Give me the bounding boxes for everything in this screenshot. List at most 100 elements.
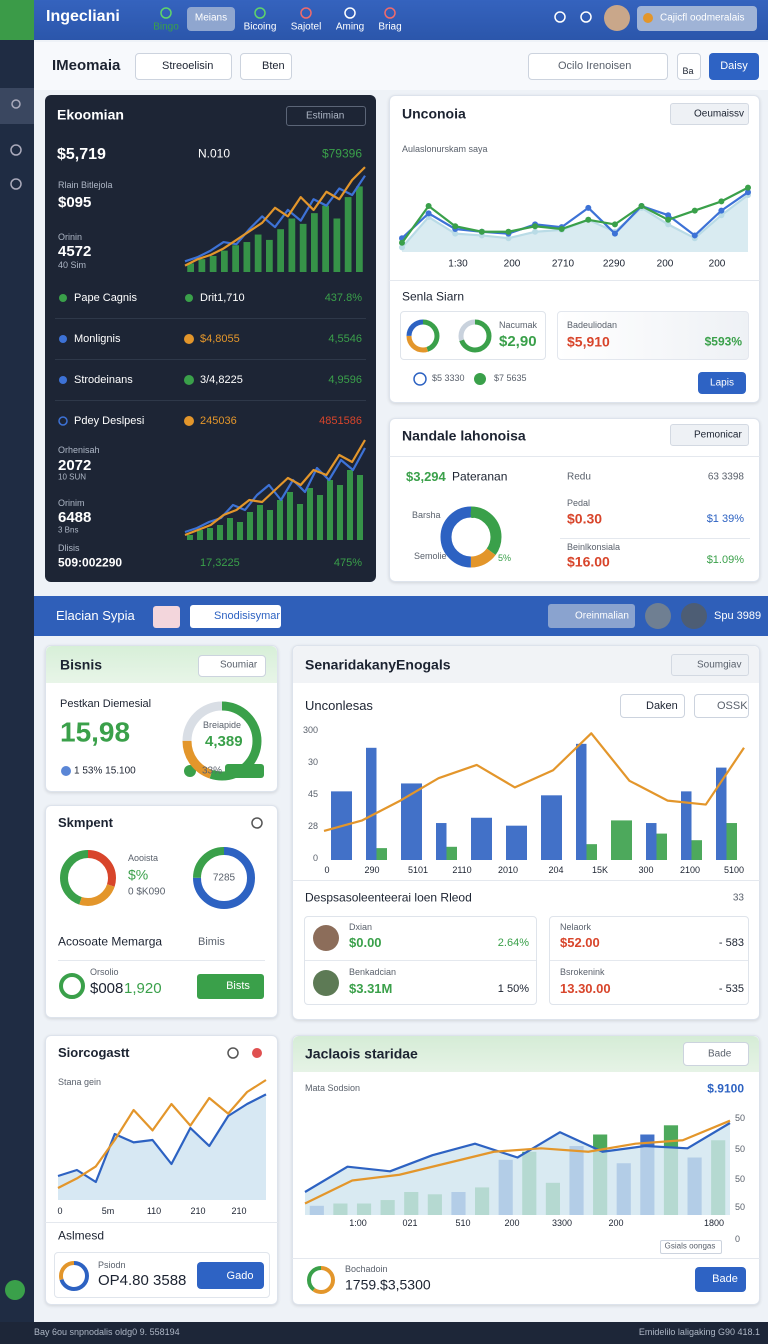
line-marker — [691, 232, 698, 239]
bar — [681, 791, 692, 860]
button[interactable] — [286, 106, 366, 126]
label: 1:00 — [349, 1218, 367, 1229]
area — [305, 1123, 730, 1215]
label: Gado — [226, 1269, 254, 1282]
button[interactable] — [670, 424, 749, 446]
label: Pemonicar — [694, 429, 742, 441]
action-button[interactable] — [637, 6, 757, 31]
label: 0 — [324, 865, 330, 876]
divider — [550, 960, 748, 961]
label: 210 — [190, 1206, 206, 1217]
icon — [252, 1048, 262, 1058]
button[interactable] — [198, 655, 266, 677]
bar — [187, 263, 194, 272]
divider — [389, 456, 760, 457]
label: Dlisis — [58, 543, 80, 554]
logo — [0, 0, 34, 40]
label: Bimis — [198, 935, 225, 948]
donut-segment — [60, 850, 116, 906]
label: 110 — [146, 1206, 162, 1217]
donut-segment — [406, 319, 440, 353]
label: Gsials oongas — [664, 1241, 716, 1251]
divider — [389, 280, 760, 281]
icon — [184, 375, 194, 385]
label: 30 — [307, 757, 318, 768]
line — [401, 186, 749, 244]
divider — [58, 960, 265, 961]
label: Despsasoleenteerai loen Rleod — [305, 890, 472, 905]
donut-segment — [59, 973, 85, 999]
label: Pedal — [567, 498, 591, 509]
line — [323, 732, 745, 833]
label: 40 Sim — [58, 260, 87, 271]
button[interactable] — [671, 654, 749, 676]
icon — [184, 765, 196, 777]
button[interactable] — [135, 53, 232, 80]
button[interactable] — [548, 604, 635, 628]
label: $5 3330 — [432, 373, 465, 384]
label: 28 — [307, 821, 318, 832]
icon — [184, 416, 194, 426]
search-input[interactable] — [528, 53, 668, 80]
primary-button[interactable] — [709, 53, 759, 80]
area — [402, 194, 748, 252]
line-marker — [691, 207, 698, 214]
label: $.9100 — [707, 1081, 744, 1096]
badge — [153, 606, 180, 628]
label: 200 — [504, 1218, 520, 1229]
button[interactable] — [670, 103, 749, 125]
icon — [59, 376, 67, 384]
label: 245036 — [200, 414, 237, 427]
bar — [198, 259, 206, 272]
primary-button[interactable] — [197, 1262, 264, 1289]
label: Meians — [194, 12, 228, 24]
label: Siorcogastt — [58, 1044, 130, 1060]
bar — [232, 245, 239, 272]
divider — [55, 359, 366, 360]
bar — [227, 518, 233, 540]
primary-button[interactable] — [695, 1267, 746, 1292]
button[interactable] — [190, 605, 281, 628]
label: 33% — [202, 765, 223, 777]
label: 13.30.00 — [560, 980, 611, 996]
bar — [317, 495, 323, 540]
label: Pestkan Diemesial — [60, 697, 152, 710]
primary-button[interactable] — [698, 372, 746, 394]
label: $0.30 — [567, 510, 603, 527]
button[interactable] — [240, 53, 292, 80]
button[interactable] — [694, 694, 749, 718]
line-marker — [425, 210, 432, 217]
line-marker — [718, 198, 725, 205]
label: 200 — [708, 258, 726, 270]
bar — [646, 823, 657, 860]
icon — [59, 294, 67, 302]
icon — [185, 294, 193, 302]
donut-segment — [406, 319, 440, 353]
label: $52.00 — [560, 934, 600, 950]
label: 0 — [735, 1234, 741, 1245]
label: Pateranan — [452, 469, 508, 484]
label: Pdey Deslpesi — [74, 414, 145, 427]
bar — [541, 795, 562, 860]
label: 2110 — [452, 865, 472, 876]
bar — [266, 239, 273, 272]
line-marker — [718, 207, 725, 214]
label: Strodeinans — [74, 373, 133, 386]
bar — [726, 823, 737, 860]
bar — [297, 504, 303, 540]
button[interactable] — [620, 694, 685, 718]
line-marker — [745, 189, 751, 196]
label: Benkadcian — [349, 967, 397, 978]
label: 200 — [608, 1218, 624, 1229]
bar — [207, 528, 213, 540]
bar — [716, 767, 727, 860]
label: 1 53% 15.100 — [74, 765, 136, 777]
label: Orinin — [58, 232, 83, 243]
bar — [436, 823, 447, 860]
icon-button[interactable] — [677, 53, 701, 80]
label: 10 SUN — [58, 472, 87, 482]
button[interactable] — [683, 1042, 749, 1066]
nav-item-active[interactable] — [187, 7, 235, 31]
button[interactable] — [197, 974, 264, 999]
label: $3,294 — [406, 468, 446, 484]
